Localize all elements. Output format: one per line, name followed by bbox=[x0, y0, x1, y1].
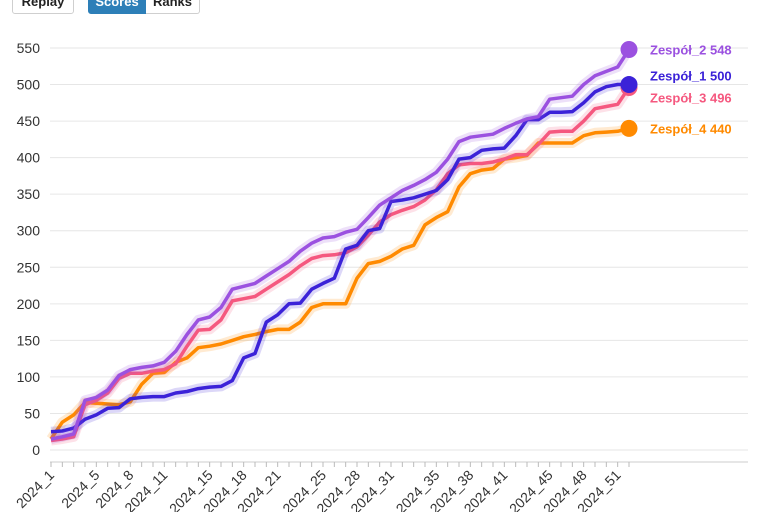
y-tick-label: 50 bbox=[24, 405, 40, 421]
series-end-labels: Zespół_4 440 Zespół_3 496 Zespół_1 500 Zesp… bbox=[650, 42, 732, 136]
scores-button[interactable]: Scores bbox=[88, 0, 146, 14]
y-tick-label: 200 bbox=[17, 296, 41, 312]
y-tick-label: 150 bbox=[17, 332, 41, 348]
series-line bbox=[50, 82, 629, 434]
x-axis: 2024_1 2024_52024_82024_112024_152024_182… bbox=[13, 462, 630, 512]
series-end-marker bbox=[620, 40, 638, 58]
series-end-label: Zespół_2 548 bbox=[650, 42, 732, 57]
x-tick-label: 2024_1 bbox=[13, 467, 57, 511]
y-tick-label: 350 bbox=[17, 186, 41, 202]
y-tick-label: 500 bbox=[17, 77, 41, 93]
y-tick-label: 250 bbox=[17, 259, 41, 275]
y-axis: 0 50 100 150 200 250 300 350 400 450 500 550 bbox=[17, 40, 41, 458]
grid-lines bbox=[50, 47, 748, 463]
series-end-marker bbox=[620, 119, 638, 137]
y-tick-label: 400 bbox=[17, 150, 41, 166]
series-end-label: Zespół_3 496 bbox=[650, 90, 732, 105]
series-lines bbox=[46, 40, 638, 446]
ranks-button[interactable]: Ranks bbox=[146, 0, 200, 14]
y-tick-label: 450 bbox=[17, 113, 41, 129]
series-line bbox=[50, 86, 631, 443]
series-line bbox=[50, 48, 631, 441]
y-tick-label: 0 bbox=[32, 442, 40, 458]
series-end-label: Zespół_4 440 bbox=[650, 121, 732, 136]
series-line bbox=[49, 126, 630, 440]
y-tick-label: 300 bbox=[17, 223, 41, 239]
series-end-label: Zespół_1 500 bbox=[650, 69, 732, 84]
series-end-marker bbox=[620, 76, 638, 94]
y-tick-label: 550 bbox=[17, 40, 41, 56]
y-tick-label: 100 bbox=[17, 369, 41, 385]
replay-button[interactable]: Replay bbox=[12, 0, 74, 14]
view-toggle: Scores Ranks bbox=[88, 0, 200, 14]
